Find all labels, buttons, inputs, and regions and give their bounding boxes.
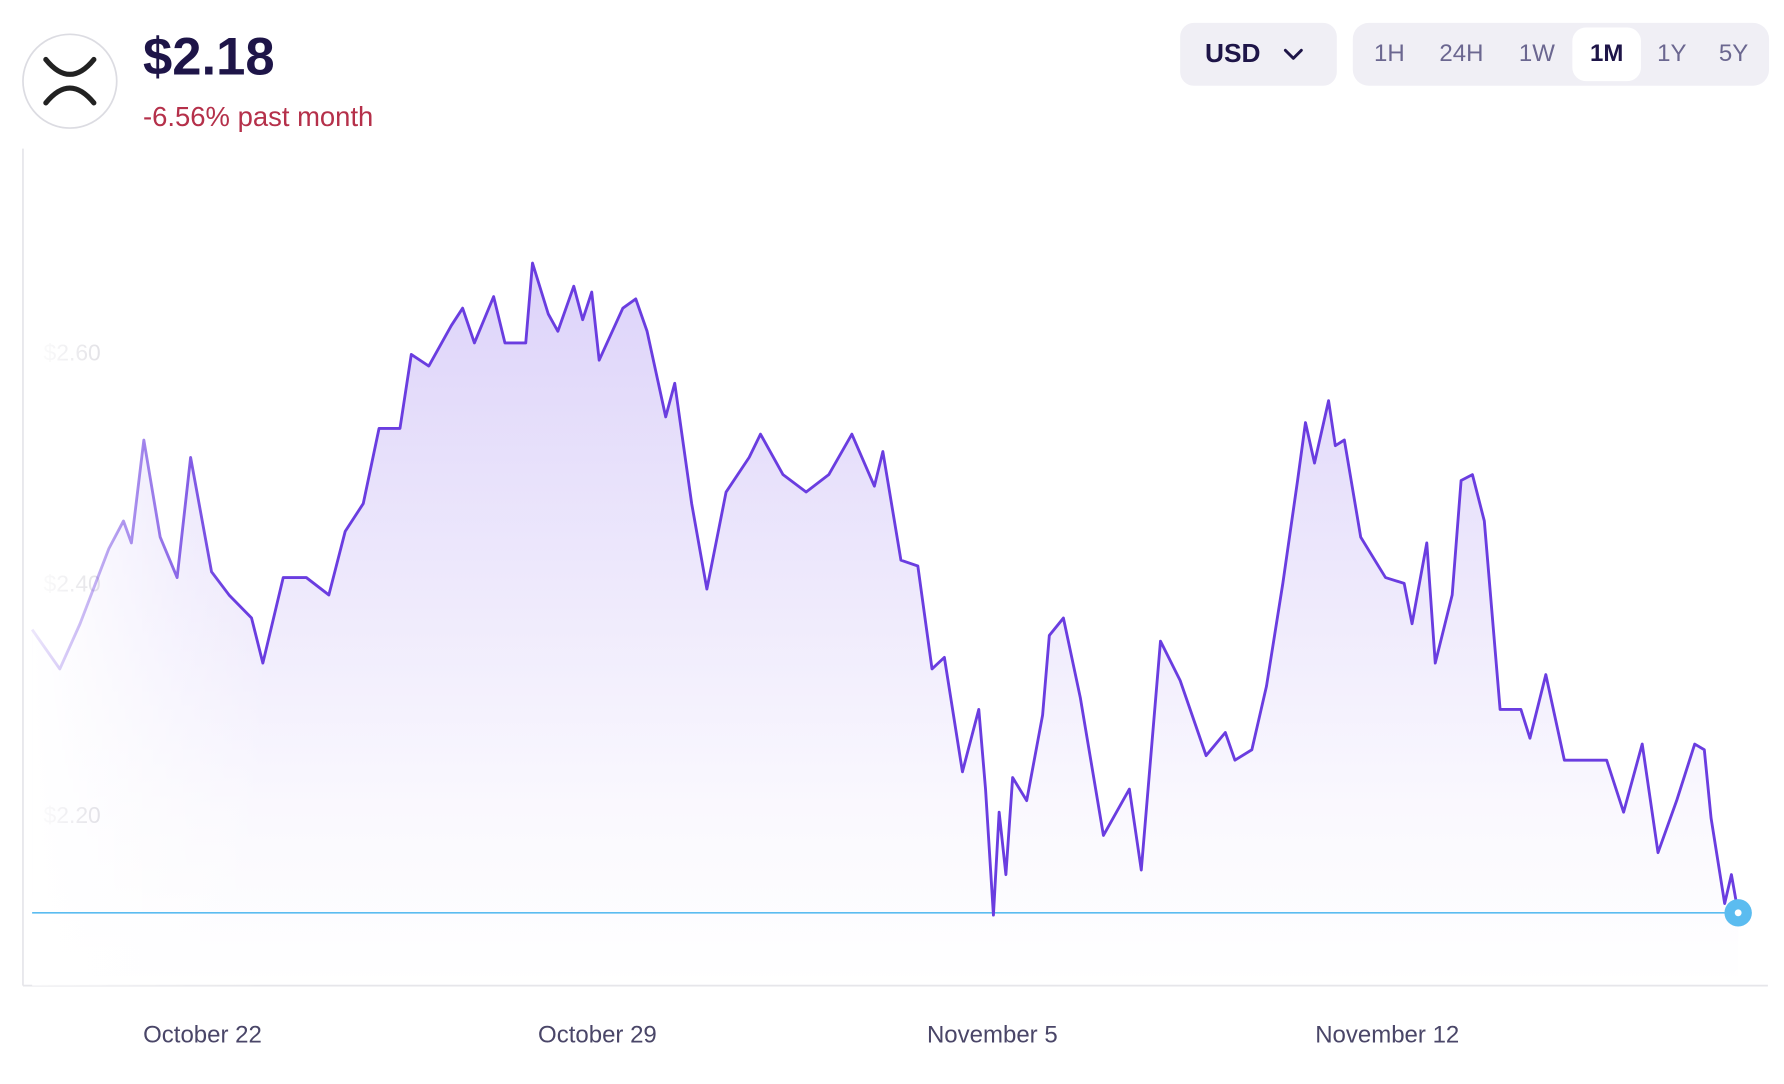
timeframe-button[interactable]: 1H xyxy=(1374,40,1405,67)
timeframe-label: 24H xyxy=(1439,40,1483,67)
price-change: -6.56% past month xyxy=(143,101,373,132)
coin-logo xyxy=(22,33,118,129)
current-price-dot-center xyxy=(1734,909,1742,917)
timeframe-button[interactable]: 5Y xyxy=(1719,40,1748,67)
timeframe-active-background xyxy=(1572,27,1641,82)
timeframe-button[interactable]: 24H xyxy=(1439,40,1483,67)
currency-selector[interactable]: USD xyxy=(1180,22,1337,86)
timeframe-background xyxy=(1352,22,1770,86)
timeframe-button[interactable]: 1M xyxy=(1572,27,1641,82)
timeframe-label: 5Y xyxy=(1719,40,1748,67)
timeframe-label: 1M xyxy=(1590,40,1623,67)
x-tick-label: November 5 xyxy=(927,1021,1058,1048)
price: $2.18 xyxy=(143,27,275,86)
timeframe-label: 1W xyxy=(1519,40,1555,67)
timeframe-button[interactable]: 1W xyxy=(1519,40,1555,67)
timeframe-label: 1Y xyxy=(1657,40,1686,67)
x-tick-label: November 12 xyxy=(1315,1021,1459,1048)
timeframe-selector: 1H 24H 1W 1M 1Y 5Y xyxy=(1352,22,1770,86)
timeframe-button[interactable]: 1Y xyxy=(1657,40,1686,67)
area-left-fade xyxy=(32,148,1739,986)
timeframe-label: 1H xyxy=(1374,40,1405,67)
chevron-icon xyxy=(1283,48,1303,60)
currency-button[interactable] xyxy=(1180,22,1337,86)
price-line xyxy=(30,261,1740,917)
x-tick-label: October 29 xyxy=(538,1021,657,1048)
currency-label: USD xyxy=(1205,38,1260,68)
x-tick-label: October 22 xyxy=(143,1021,262,1048)
